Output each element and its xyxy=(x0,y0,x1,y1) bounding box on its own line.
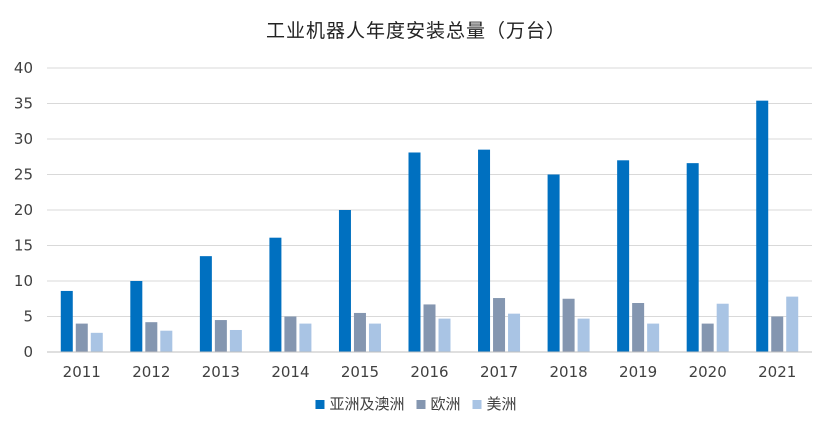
bar-2016-series-2 xyxy=(438,318,451,352)
bar-2019-series-2 xyxy=(647,323,660,352)
y-tick-label: 0 xyxy=(23,343,33,361)
bar-2011-series-1 xyxy=(75,323,88,352)
x-tick-label: 2013 xyxy=(202,363,240,381)
bar-2013-series-1 xyxy=(214,320,227,352)
bar-2013-series-2 xyxy=(229,329,242,352)
chart-title: 工业机器人年度安装总量（万台） xyxy=(266,20,566,42)
bar-2019-series-1 xyxy=(632,303,645,352)
bars xyxy=(60,100,799,352)
x-tick-label: 2012 xyxy=(132,363,170,381)
bar-2018-series-1 xyxy=(562,298,575,352)
bar-2017-series-2 xyxy=(508,313,521,352)
bar-2021-series-2 xyxy=(786,296,799,352)
legend-swatch xyxy=(416,400,426,409)
bar-2016-series-0 xyxy=(408,152,421,352)
legend-label: 美洲 xyxy=(487,395,517,413)
bar-2013-series-0 xyxy=(199,256,212,352)
y-tick-label: 15 xyxy=(14,237,33,255)
bar-2020-series-0 xyxy=(686,163,699,352)
bar-2012-series-0 xyxy=(130,281,143,352)
y-tick-label: 30 xyxy=(14,130,33,148)
bar-2015-series-0 xyxy=(338,210,351,352)
legend: 亚洲及澳洲 欧洲 美洲 xyxy=(315,395,517,413)
legend-item-2: 美洲 xyxy=(472,395,517,413)
x-tick-label: 2019 xyxy=(619,363,657,381)
legend-label: 亚洲及澳洲 xyxy=(329,395,404,413)
bar-2015-series-2 xyxy=(368,323,381,352)
x-tick-label: 2018 xyxy=(549,363,587,381)
bar-2017-series-0 xyxy=(478,149,491,352)
bar-2018-series-2 xyxy=(577,318,590,352)
legend-label: 欧洲 xyxy=(430,395,460,413)
x-tick-label: 2015 xyxy=(341,363,379,381)
x-tick-label: 2016 xyxy=(410,363,448,381)
bar-2014-series-1 xyxy=(284,316,297,352)
legend-item-0: 亚洲及澳洲 xyxy=(315,395,404,413)
bar-2012-series-2 xyxy=(160,330,173,352)
legend-swatch xyxy=(315,400,325,409)
y-tick-label: 40 xyxy=(14,59,33,77)
bar-2021-series-0 xyxy=(756,100,769,352)
x-tick-label: 2021 xyxy=(758,363,796,381)
bar-2021-series-1 xyxy=(771,316,784,352)
x-axis-ticks: 2011 2012 2013 2014 2015 2016 2017 2018 2019 2020… xyxy=(63,363,797,381)
bar-2011-series-2 xyxy=(90,332,103,352)
bar-2017-series-1 xyxy=(493,298,506,352)
x-tick-label: 2017 xyxy=(480,363,518,381)
x-tick-label: 2020 xyxy=(689,363,727,381)
bar-2018-series-0 xyxy=(547,174,560,352)
gridlines xyxy=(47,67,812,317)
y-tick-label: 35 xyxy=(14,95,33,113)
bar-2020-series-2 xyxy=(716,303,729,352)
x-tick-label: 2011 xyxy=(63,363,101,381)
bar-2015-series-1 xyxy=(353,312,366,352)
y-tick-label: 25 xyxy=(14,166,33,184)
bar-2020-series-1 xyxy=(701,323,714,352)
y-tick-label: 5 xyxy=(23,308,33,326)
bar-2016-series-1 xyxy=(423,304,436,352)
bar-2012-series-1 xyxy=(145,322,158,352)
y-tick-label: 20 xyxy=(14,201,33,219)
bar-2014-series-0 xyxy=(269,237,282,352)
legend-item-1: 欧洲 xyxy=(416,395,461,413)
bar-2011-series-0 xyxy=(60,290,73,352)
bar-2014-series-2 xyxy=(299,323,312,352)
x-tick-label: 2014 xyxy=(271,363,309,381)
bar-2019-series-0 xyxy=(617,160,630,352)
legend-swatch xyxy=(472,400,482,409)
y-axis-ticks: 0 5 10 15 20 25 30 35 40 xyxy=(14,59,33,361)
y-tick-label: 10 xyxy=(14,272,33,290)
